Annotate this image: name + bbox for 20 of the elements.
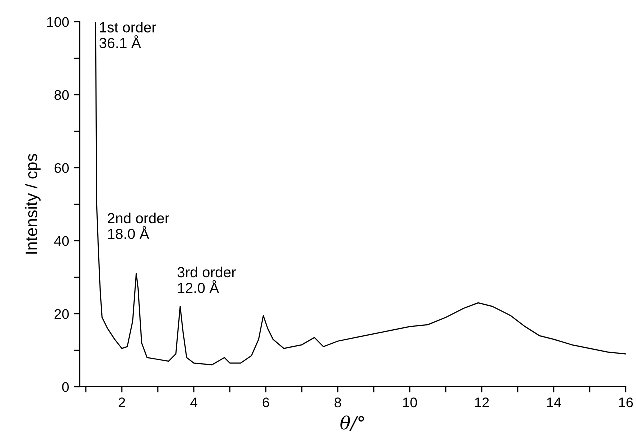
x-tick-label: 6 xyxy=(262,398,270,408)
line-series xyxy=(95,22,626,366)
x-tick-label: 16 xyxy=(619,398,634,408)
y-tick-label: 0 xyxy=(62,382,70,392)
y-tick-label: 80 xyxy=(54,90,70,100)
x-tick-label: 2 xyxy=(118,398,126,408)
x-tick-label: 4 xyxy=(190,398,198,408)
x-tick-label: 8 xyxy=(334,398,342,408)
annotation: 3rd order 12.0 Å xyxy=(178,266,236,294)
y-tick-label: 100 xyxy=(47,17,70,28)
annotation: 1st order 36.1 Å xyxy=(100,22,156,48)
x-tick-label: 12 xyxy=(475,398,490,408)
annotation: 2nd order 18.0 Å xyxy=(108,212,170,240)
x-tick-label: 10 xyxy=(403,398,418,408)
x-tick-label: 14 xyxy=(547,398,562,408)
x-axis-title: θ/° xyxy=(340,416,364,432)
y-tick-label: 40 xyxy=(54,236,70,246)
y-tick-label: 20 xyxy=(54,309,70,320)
y-axis-title: Intensity / cps xyxy=(25,154,41,254)
y-tick-label: 60 xyxy=(54,163,70,174)
